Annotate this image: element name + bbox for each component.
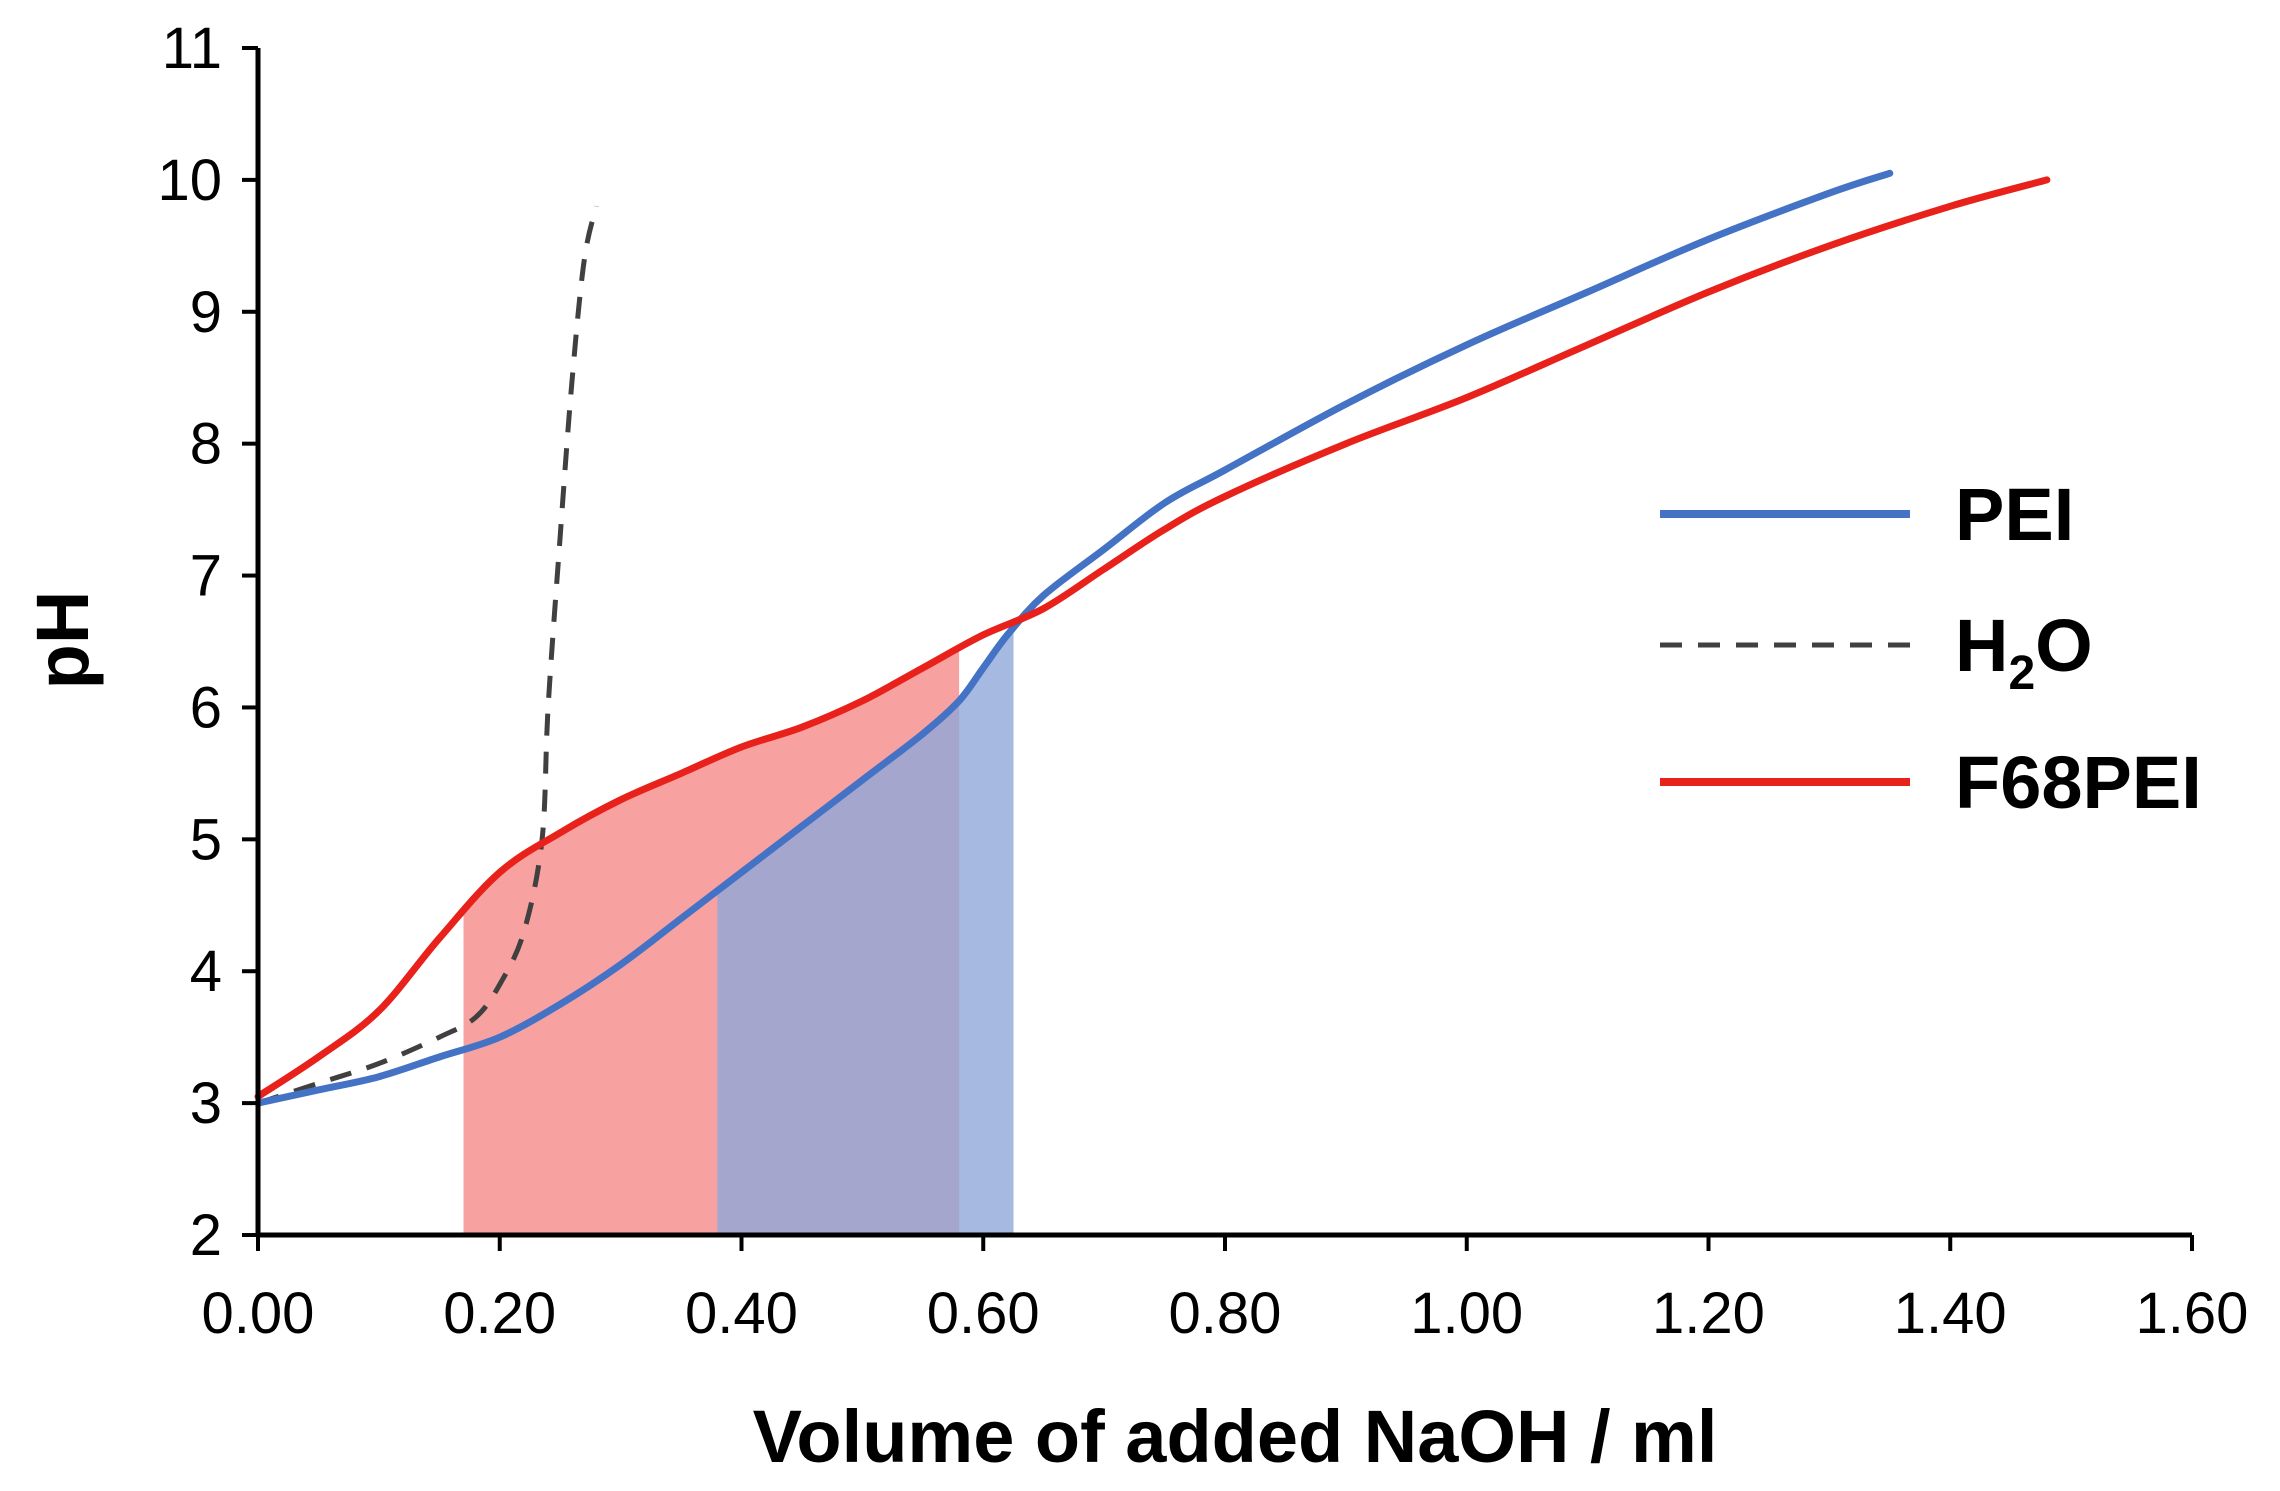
y-tick-label: 6: [190, 675, 222, 740]
y-tick-label: 11: [162, 16, 222, 81]
y-tick-label: 5: [190, 807, 222, 872]
x-tick-label: 0.80: [1169, 1281, 1282, 1346]
y-tick-label: 2: [190, 1203, 222, 1268]
x-tick-label: 0.40: [685, 1281, 798, 1346]
x-tick-label: 1.60: [2136, 1281, 2249, 1346]
x-tick-label: 0.20: [443, 1281, 556, 1346]
y-tick-label: 7: [190, 544, 222, 609]
x-tick-label: 1.00: [1410, 1281, 1523, 1346]
series-lines: [254, 169, 2051, 1107]
shaded-region-pei: [717, 628, 1014, 1235]
y-axis-title: pH: [21, 591, 104, 690]
x-tick-label: 1.40: [1894, 1281, 2007, 1346]
x-tick-label: 0.60: [927, 1281, 1040, 1346]
series-line-pei: [254, 169, 1894, 1107]
y-tick-label: 3: [190, 1071, 222, 1136]
legend: PEI H2O F68PEI: [1660, 473, 2202, 824]
y-tick-label: 4: [190, 939, 222, 1004]
x-axis-title: Volume of added NaOH / ml: [753, 1395, 1718, 1478]
y-tick-label: 10: [157, 148, 222, 213]
ticks: 0.00 0.20 0.40 0.60 0.80 1.00 1.20 1.40 1.60 2 3 4 5…: [157, 16, 2248, 1346]
legend-label-f68pei: F68PEI: [1955, 741, 2202, 824]
x-tick-label: 1.20: [1652, 1281, 1765, 1346]
x-tick-label: 0.00: [202, 1281, 315, 1346]
series-line-f68pei: [254, 176, 2051, 1100]
legend-label-pei: PEI: [1955, 473, 2074, 556]
y-tick-label: 8: [190, 412, 222, 477]
shaded-regions: [463, 628, 1014, 1235]
series-line-h2o: [257, 205, 599, 1106]
y-tick-label: 9: [190, 280, 222, 345]
legend-label-h2o: H2O: [1955, 604, 2093, 700]
